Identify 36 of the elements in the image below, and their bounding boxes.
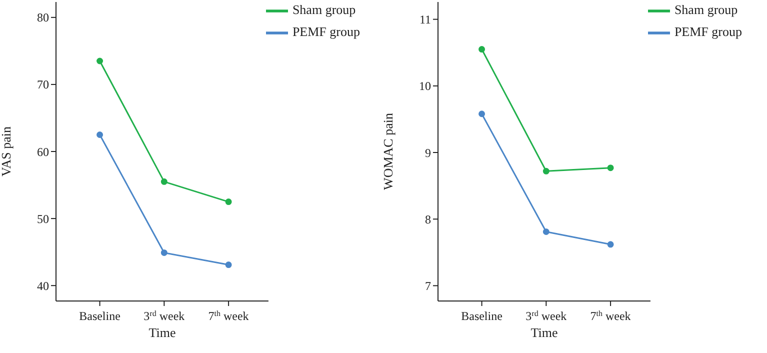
point (478, 110, 486, 118)
legend-label: Sham group (292, 2, 356, 17)
y-tick-label: 60 (37, 144, 49, 159)
y-tick-label: 8 (425, 212, 431, 226)
x-tick-label: Baseline (79, 309, 120, 323)
point (542, 228, 550, 235)
y-tick-label: 9 (425, 146, 431, 160)
y-axis-title: VAS pain (0, 126, 14, 176)
point (225, 262, 232, 268)
y-tick-label: 50 (37, 212, 49, 226)
y-tick-label: 10 (419, 79, 431, 94)
x-tick-label: 3$^{rd}$ week (144, 308, 185, 323)
x-tick-label: Baseline (461, 309, 502, 323)
point (478, 46, 486, 53)
x-axis-title: Time (148, 325, 176, 340)
y-tick-label: 7 (425, 278, 431, 293)
point (160, 249, 168, 256)
x-tick-label: 3$^{rd}$ week (526, 308, 567, 323)
point (542, 168, 550, 174)
x-tick-label: 7$^{th}$ week (590, 308, 631, 323)
y-axis-title: WOMAC pain (380, 112, 396, 190)
y-tick-label: 80 (37, 10, 49, 25)
legend-label: PEMF group (674, 24, 742, 39)
legend-label: PEMF group (292, 24, 360, 39)
x-axis-title: Time (530, 325, 558, 340)
point (607, 241, 614, 248)
x-tick-label: 7$^{th}$ week (208, 308, 249, 323)
y-tick-label: 70 (37, 78, 49, 92)
point (225, 198, 232, 206)
point (96, 131, 104, 138)
y-tick-label: 40 (37, 278, 49, 293)
legend-label: Sham group (674, 2, 738, 17)
y-tick-label: 11 (419, 12, 431, 27)
point (160, 178, 168, 185)
point (96, 58, 104, 64)
point (607, 164, 614, 172)
